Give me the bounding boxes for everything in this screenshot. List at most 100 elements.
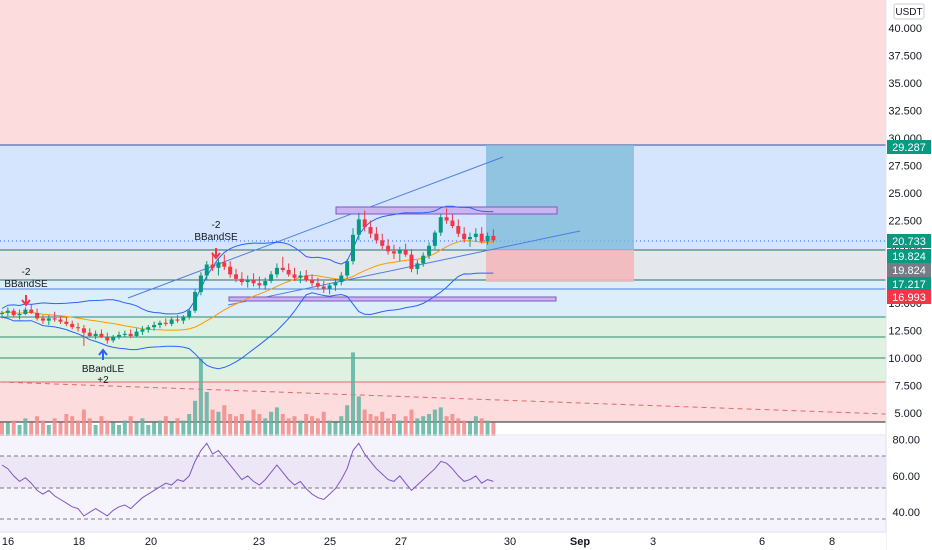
candle[interactable]	[286, 263, 291, 277]
candle[interactable]	[169, 317, 174, 327]
candle[interactable]	[427, 242, 432, 260]
candle[interactable]	[479, 227, 484, 244]
volume-bar	[409, 409, 414, 436]
candle[interactable]	[228, 261, 233, 278]
candle[interactable]	[239, 272, 244, 286]
candle[interactable]	[128, 329, 133, 339]
candle[interactable]	[152, 321, 157, 331]
candle[interactable]	[76, 322, 81, 332]
candle[interactable]	[345, 259, 350, 279]
candle[interactable]	[52, 311, 57, 322]
candle[interactable]	[46, 315, 51, 325]
candle[interactable]	[485, 232, 490, 245]
candle[interactable]	[450, 213, 455, 229]
candle[interactable]	[58, 316, 63, 324]
candle[interactable]	[122, 330, 127, 338]
candle[interactable]	[327, 283, 332, 295]
channel-upper-line[interactable]	[127, 156, 504, 299]
candle[interactable]	[99, 329, 104, 339]
candle[interactable]	[263, 277, 268, 290]
candle[interactable]	[409, 249, 414, 273]
candle[interactable]	[386, 239, 391, 255]
candle[interactable]	[298, 271, 303, 284]
candle[interactable]	[198, 272, 203, 296]
candle[interactable]	[403, 243, 408, 257]
price-axis[interactable]: USDT 40.00037.50035.00032.50030.00027.50…	[885, 0, 932, 550]
candle[interactable]	[245, 275, 250, 288]
candle[interactable]	[274, 263, 279, 278]
time-axis[interactable]: 16 18 20 23 25 27 30 Sep 3 6 8	[0, 531, 886, 550]
candle[interactable]	[210, 252, 215, 272]
candle[interactable]	[421, 252, 426, 267]
support-rectangle[interactable]	[228, 296, 557, 302]
candle[interactable]	[391, 244, 396, 259]
candle[interactable]	[468, 232, 472, 247]
candle[interactable]	[163, 318, 168, 327]
candle[interactable]	[157, 320, 162, 329]
candle[interactable]	[339, 272, 344, 286]
candle[interactable]	[17, 309, 22, 320]
candle[interactable]	[368, 220, 373, 239]
candle[interactable]	[175, 315, 180, 323]
candle[interactable]	[462, 227, 467, 243]
candle[interactable]	[473, 228, 478, 242]
candle[interactable]	[315, 277, 320, 290]
candle[interactable]	[105, 332, 110, 344]
candle[interactable]	[11, 308, 16, 318]
profit-target-box[interactable]	[486, 145, 634, 250]
candle[interactable]	[234, 268, 238, 283]
candle[interactable]	[117, 331, 121, 340]
candle[interactable]	[87, 328, 92, 338]
candle[interactable]	[193, 288, 198, 313]
candle[interactable]	[257, 276, 262, 289]
candle[interactable]	[310, 274, 315, 287]
candle[interactable]	[251, 273, 256, 287]
candle[interactable]	[333, 278, 338, 291]
candle[interactable]	[216, 259, 221, 276]
candle[interactable]	[304, 270, 309, 283]
candle[interactable]	[222, 254, 227, 270]
candle[interactable]	[321, 281, 326, 294]
candle[interactable]	[23, 307, 28, 316]
volume-bar	[222, 405, 227, 436]
candle[interactable]	[356, 212, 361, 241]
candle[interactable]	[204, 261, 209, 280]
candle[interactable]	[140, 326, 145, 335]
candle[interactable]	[444, 208, 449, 224]
candle[interactable]	[397, 246, 402, 262]
position-tool[interactable]	[486, 145, 634, 282]
currency-box[interactable]	[893, 3, 925, 20]
candle[interactable]	[64, 317, 69, 327]
candle[interactable]	[5, 307, 10, 317]
candle[interactable]	[351, 228, 355, 265]
candle[interactable]	[362, 210, 367, 232]
candle[interactable]	[134, 328, 139, 338]
candle[interactable]	[29, 304, 34, 314]
candle[interactable]	[456, 219, 461, 237]
dashed-trend-line[interactable]	[0, 381, 887, 415]
candle[interactable]	[374, 227, 379, 244]
candle[interactable]	[0, 310, 4, 319]
candle[interactable]	[40, 315, 45, 324]
stop-loss-box[interactable]	[486, 250, 634, 282]
candle[interactable]	[187, 308, 192, 320]
candle[interactable]	[491, 229, 496, 243]
candle[interactable]	[146, 325, 151, 333]
candle[interactable]	[432, 230, 437, 250]
channel-lower-line[interactable]	[227, 230, 581, 306]
candle[interactable]	[93, 330, 98, 340]
candle[interactable]	[280, 256, 285, 273]
candle[interactable]	[111, 334, 116, 343]
candle[interactable]	[35, 308, 40, 321]
candle[interactable]	[438, 213, 443, 236]
candle[interactable]	[415, 260, 420, 275]
candle[interactable]	[81, 325, 86, 346]
candle[interactable]	[380, 233, 385, 250]
candle[interactable]	[292, 267, 297, 281]
volume-bar	[169, 422, 174, 436]
candles[interactable]	[0, 208, 496, 346]
candle[interactable]	[70, 320, 75, 330]
candle[interactable]	[181, 315, 186, 324]
candle[interactable]	[269, 271, 274, 284]
